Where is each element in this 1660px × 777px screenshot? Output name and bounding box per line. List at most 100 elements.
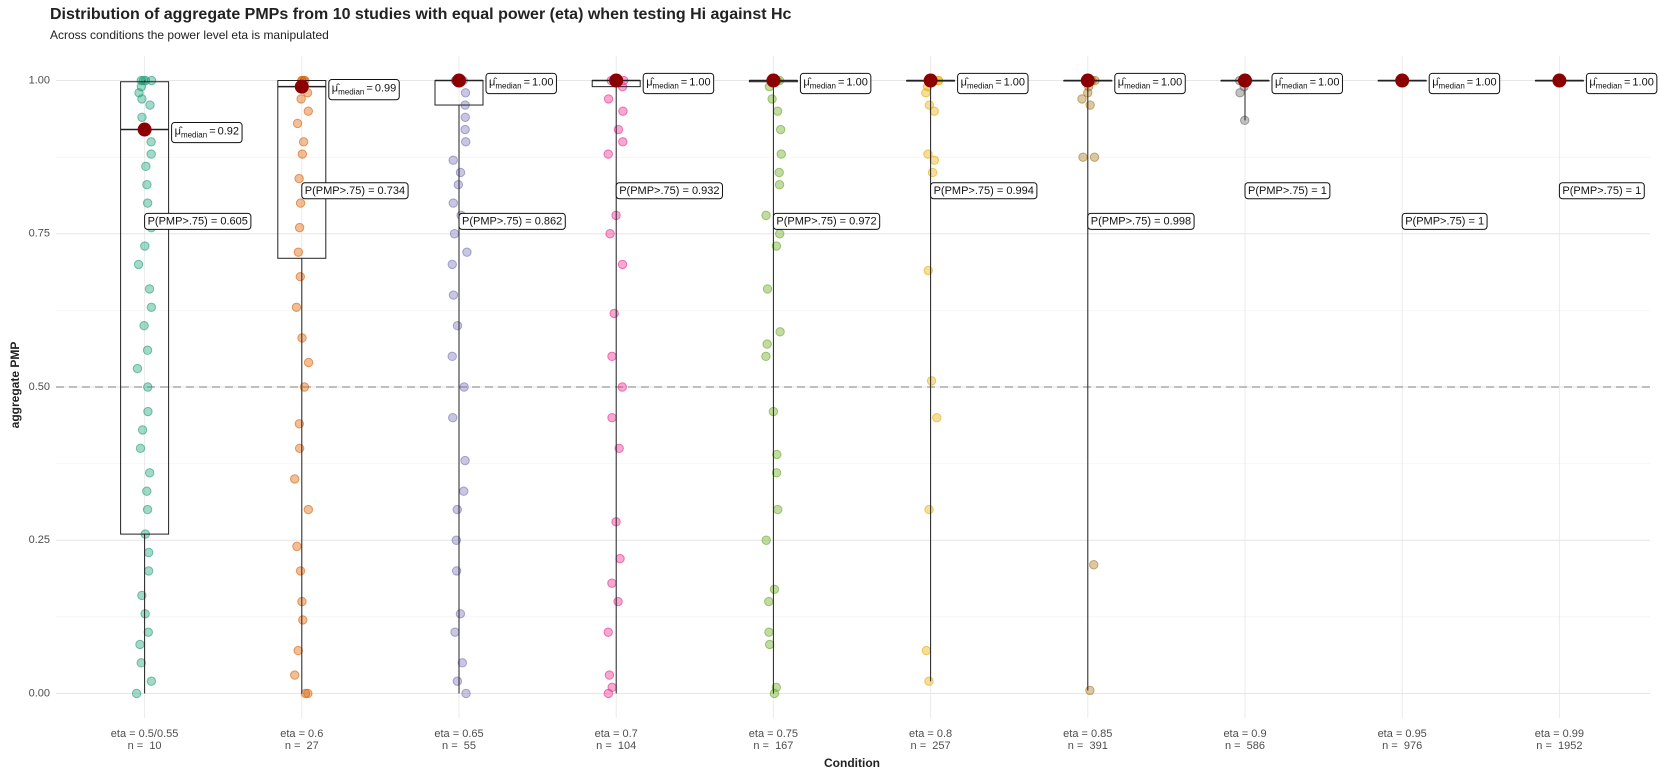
point	[923, 265, 933, 276]
median-equals: =	[524, 76, 530, 88]
median-label-text: μ̂median = 1.00	[1118, 76, 1182, 90]
point	[303, 688, 313, 699]
x-tick-n: n = 586	[1225, 740, 1265, 752]
p-label-box	[615, 182, 723, 200]
point	[927, 167, 938, 178]
median-value: 1.00	[689, 76, 710, 88]
median-label: μ̂median = 1.00	[642, 72, 715, 95]
point	[452, 504, 462, 515]
p-label: P(PMP>.75) = 1	[1401, 212, 1488, 230]
point	[143, 566, 154, 576]
median-value: 1.00	[532, 76, 553, 88]
point	[145, 100, 155, 110]
p-label: P(PMP>.75) = 0.734	[301, 182, 409, 200]
point	[921, 645, 932, 656]
point	[136, 658, 146, 668]
median-label-box	[957, 72, 1029, 95]
median-point	[1395, 73, 1410, 88]
x-tick-n: n = 976	[1382, 740, 1422, 752]
point	[140, 241, 150, 251]
point	[142, 486, 152, 496]
median-value: 0.92	[218, 125, 239, 137]
median-label-text: μ̂median = 1.00	[1432, 76, 1496, 90]
point	[140, 75, 151, 86]
p-label: P(PMP>.75) = 1	[1558, 182, 1645, 200]
x-tick-label: eta = 0.8	[909, 728, 952, 740]
p-label: P(PMP>.75) = 0.605	[144, 212, 252, 230]
point	[771, 468, 782, 478]
box	[120, 81, 170, 535]
median-point	[294, 79, 309, 94]
point	[144, 468, 155, 478]
point	[929, 106, 939, 116]
median-symbol: μ̂	[1118, 76, 1126, 88]
point	[295, 271, 305, 282]
point	[132, 363, 143, 374]
point	[140, 609, 150, 619]
point	[603, 94, 614, 104]
median-label-box	[485, 72, 557, 95]
point	[603, 149, 613, 159]
median-value: 1.00	[1004, 76, 1025, 88]
median-point	[1552, 73, 1567, 88]
median-point	[1238, 73, 1252, 88]
point	[460, 124, 470, 135]
y-tick-label: 1.00	[29, 74, 50, 86]
point	[1078, 152, 1088, 162]
point	[142, 345, 153, 355]
median-label-text: μ̂median = 0.99	[332, 83, 396, 97]
x-axis-title: Condition	[824, 756, 880, 770]
point	[1085, 685, 1095, 696]
point	[135, 443, 146, 453]
point	[448, 412, 458, 423]
point	[613, 124, 624, 135]
median-label-text: μ̂median = 1.00	[646, 76, 710, 90]
point	[607, 578, 617, 588]
p-label-box	[1087, 212, 1195, 230]
point	[289, 474, 300, 484]
point	[450, 627, 460, 637]
chart-subtitle: Across conditions the power level eta is…	[50, 28, 329, 42]
point	[292, 118, 303, 129]
median-subscript: median	[967, 82, 993, 91]
point	[139, 321, 149, 331]
point	[761, 210, 771, 221]
point	[774, 167, 784, 178]
x-tick-n: n = 167	[753, 740, 793, 752]
point	[605, 229, 615, 239]
p-label-text: P(PMP>.75) = 0.734	[305, 185, 405, 197]
p-label: P(PMP>.75) = 0.862	[458, 212, 566, 230]
point	[614, 443, 624, 453]
median-subscript: median	[1439, 82, 1465, 91]
median-point	[137, 122, 152, 137]
median-label-box	[328, 79, 400, 101]
point	[453, 180, 464, 190]
median-label: μ̂median = 1.00	[1114, 72, 1186, 95]
point	[137, 112, 147, 122]
median-label-text: μ̂median = 1.00	[1589, 76, 1653, 90]
p-label: P(PMP>.75) = 0.932	[615, 182, 723, 200]
median-point	[1080, 73, 1095, 88]
x-tick-n: n = 1952	[1536, 740, 1582, 752]
point	[764, 639, 775, 650]
median-symbol: μ̂	[1275, 76, 1283, 88]
median-subscript: median	[495, 82, 521, 91]
point	[303, 504, 314, 515]
y-tick-label: 0.25	[29, 534, 50, 546]
point	[290, 670, 300, 680]
median-equals: =	[1624, 76, 1630, 88]
point	[924, 504, 934, 515]
point	[764, 627, 774, 637]
point	[764, 596, 774, 607]
point	[460, 112, 470, 122]
point	[761, 351, 771, 362]
median-label: μ̂median = 1.00	[485, 72, 557, 95]
point	[142, 180, 152, 190]
p-label-text: P(PMP>.75) = 0.605	[148, 215, 248, 227]
y-axis-title: aggregate PMP	[8, 342, 22, 429]
median-equals: =	[1467, 76, 1473, 88]
median-equals: =	[838, 76, 844, 88]
point	[298, 615, 308, 625]
median-label-box	[1585, 72, 1658, 95]
point	[1089, 560, 1099, 570]
